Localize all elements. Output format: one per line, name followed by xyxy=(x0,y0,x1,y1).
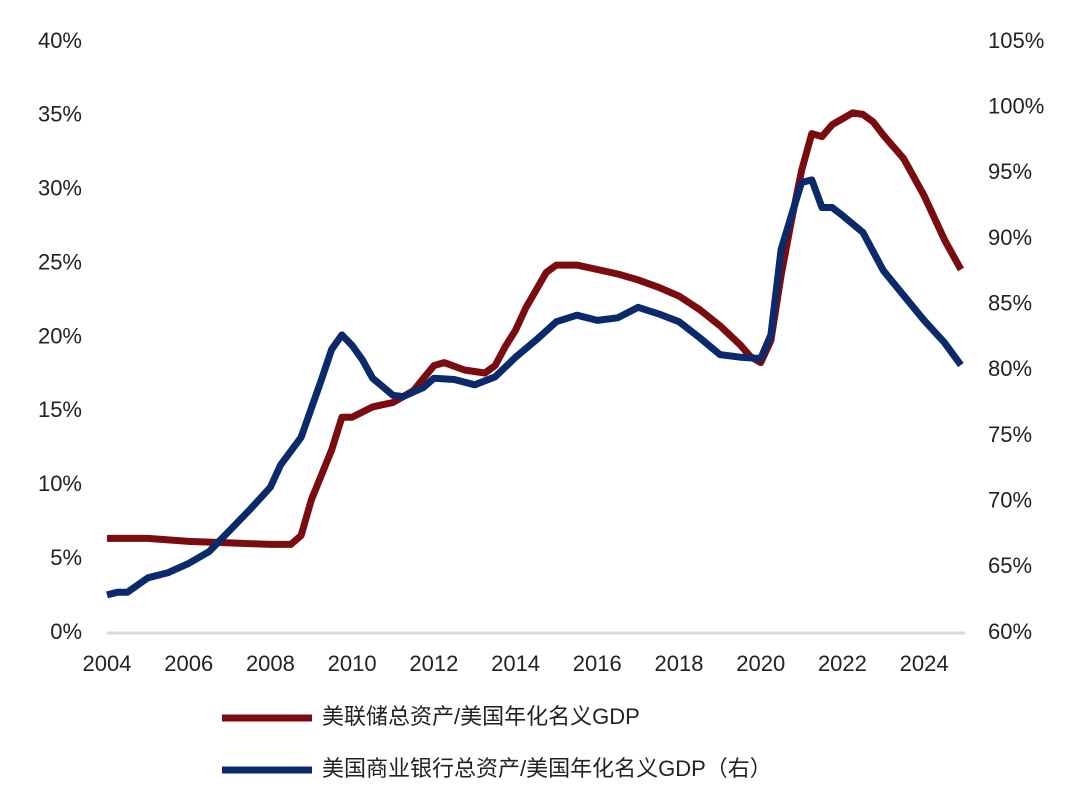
x-tick-label: 2024 xyxy=(900,651,949,676)
y-tick-label: 0% xyxy=(50,619,82,644)
legend-label: 美国商业银行总资产/美国年化名义GDP（右） xyxy=(322,756,772,781)
y2-tick-label: 90% xyxy=(988,225,1032,250)
y2-tick-label: 100% xyxy=(988,93,1044,118)
y-tick-label: 20% xyxy=(38,323,82,348)
x-tick-label: 2014 xyxy=(491,651,540,676)
y2-tick-label: 60% xyxy=(988,619,1032,644)
y-tick-label: 10% xyxy=(38,471,82,496)
series-line xyxy=(106,176,964,599)
x-tick-label: 2016 xyxy=(573,651,622,676)
y-tick-label: 15% xyxy=(38,397,82,422)
y2-tick-label: 75% xyxy=(988,422,1032,447)
x-tick-label: 2008 xyxy=(246,651,295,676)
x-tick-label: 2018 xyxy=(655,651,704,676)
y2-tick-label: 80% xyxy=(988,356,1032,381)
y-tick-label: 40% xyxy=(38,28,82,53)
series-line xyxy=(107,109,964,548)
legend-label: 美联储总资产/美国年化名义GDP xyxy=(322,704,640,729)
y-tick-label: 35% xyxy=(38,102,82,127)
x-tick-label: 2006 xyxy=(164,651,213,676)
y2-tick-label: 65% xyxy=(988,553,1032,578)
x-tick-label: 2004 xyxy=(83,651,132,676)
x-tick-label: 2012 xyxy=(409,651,458,676)
y-tick-label: 30% xyxy=(38,176,82,201)
y2-tick-label: 105% xyxy=(988,28,1044,53)
y2-tick-label: 95% xyxy=(988,159,1032,184)
y2-tick-label: 85% xyxy=(988,290,1032,315)
x-tick-label: 2022 xyxy=(818,651,867,676)
y2-tick-label: 70% xyxy=(988,487,1032,512)
y-tick-label: 5% xyxy=(50,545,82,570)
x-tick-label: 2010 xyxy=(328,651,377,676)
x-tick-label: 2020 xyxy=(736,651,785,676)
y-tick-label: 25% xyxy=(38,249,82,274)
